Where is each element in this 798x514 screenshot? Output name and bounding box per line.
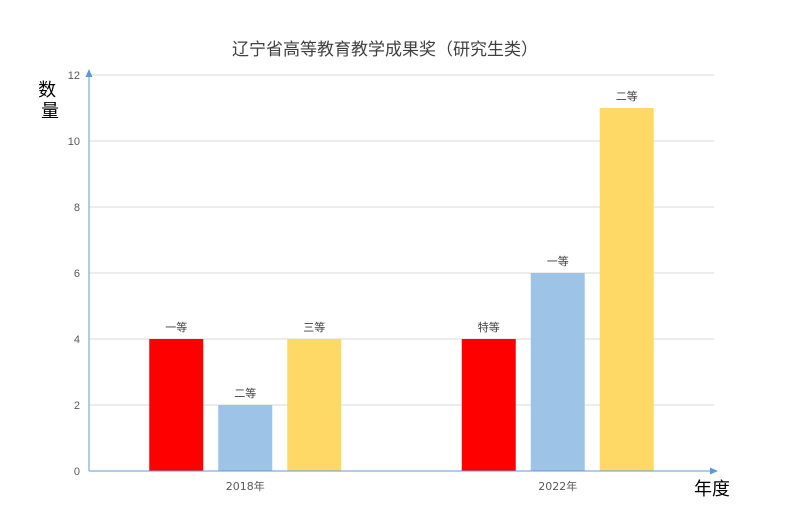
- data-label: 二等: [616, 89, 638, 103]
- data-label: 一等: [547, 254, 569, 268]
- x-axis-arrow: [710, 467, 718, 475]
- bar: [287, 339, 342, 471]
- x-category-label: 2018年: [226, 479, 265, 493]
- y-tick-label: 12: [68, 70, 80, 82]
- x-category-label: 2022年: [538, 479, 577, 493]
- chart-title: 辽宁省高等教育教学成果奖（研究生类）: [232, 40, 538, 60]
- data-label: 特等: [478, 320, 500, 334]
- y-tick-label: 2: [74, 400, 80, 412]
- data-label: 三等: [303, 320, 325, 334]
- y-tick-label: 0: [74, 466, 80, 478]
- bar: [530, 273, 585, 471]
- y-tick-label: 6: [74, 268, 80, 280]
- data-label: 二等: [234, 386, 256, 400]
- data-label: 一等: [165, 320, 187, 334]
- y-tick-label: 10: [68, 136, 80, 148]
- bar: [218, 405, 273, 471]
- y-tick-label: 8: [74, 202, 80, 214]
- bar: [599, 108, 654, 471]
- x-axis-label: 年度: [694, 479, 730, 500]
- bar: [149, 339, 204, 471]
- bars-layer: [149, 108, 654, 471]
- y-axis-label: 数 量: [38, 80, 62, 122]
- y-axis-arrow: [85, 69, 93, 77]
- axes: [85, 69, 718, 475]
- bar: [461, 339, 516, 471]
- y-tick-label: 4: [74, 334, 80, 346]
